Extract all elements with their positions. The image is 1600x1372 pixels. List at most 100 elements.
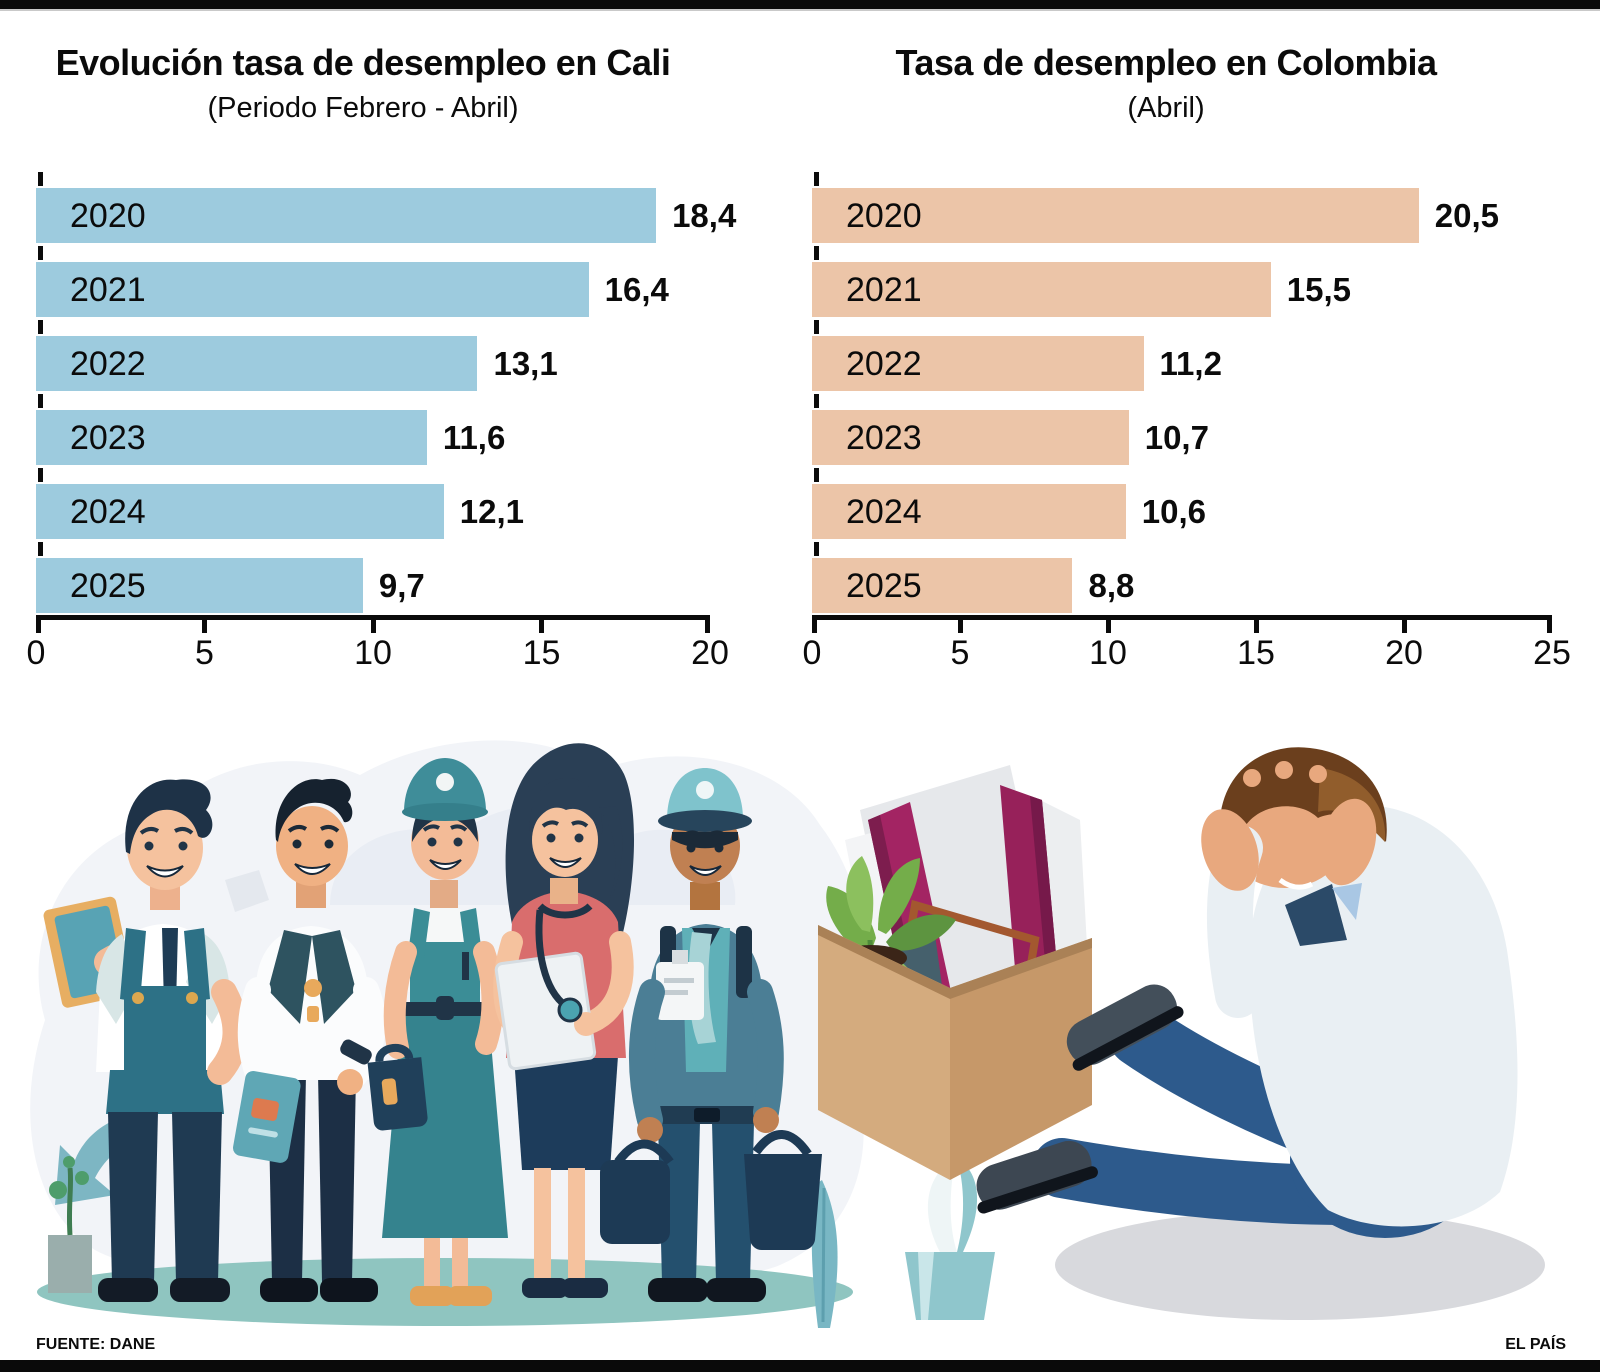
worker-doctor — [493, 743, 635, 1298]
bar-category-label: 2022 — [70, 345, 146, 383]
cali-bar-chart: 2020 18,4 2021 16,4 2022 13,1 2023 11,6 2024 12,1… — [27, 170, 736, 680]
bar-2020: 2020 — [812, 188, 1419, 243]
category-tick — [814, 394, 819, 408]
x-axis-label: 15 — [1237, 634, 1275, 672]
category-tick — [814, 172, 819, 186]
category-tick — [38, 394, 43, 408]
category-tick — [38, 468, 43, 482]
x-axis-label: 20 — [691, 634, 729, 672]
quill-leaf — [811, 1180, 838, 1328]
bar-category-label: 2021 — [846, 271, 922, 309]
bag-left — [600, 1139, 674, 1244]
bar-value-label: 10,6 — [1141, 493, 1206, 530]
x-axis-tick — [705, 620, 710, 633]
bar-value-label: 15,5 — [1286, 271, 1352, 308]
bar-value-label: 11,2 — [1159, 345, 1222, 382]
x-axis-tick — [1547, 620, 1552, 633]
x-axis-tick — [1253, 620, 1259, 633]
x-axis — [36, 615, 710, 620]
bar-category-label: 2021 — [70, 271, 146, 309]
bar-value-label: 11,6 — [442, 419, 506, 456]
shoe-extended-leg — [976, 1140, 1098, 1214]
bar-category-label: 2020 — [70, 197, 146, 235]
bar-2021: 2021 — [812, 262, 1271, 317]
publisher-credit: EL PAÍS — [1505, 1336, 1566, 1353]
worker-mechanic — [43, 779, 249, 1302]
bar-value-label: 18,4 — [672, 197, 737, 234]
bar-value-label: 12,1 — [459, 493, 524, 530]
colombia-bar-chart: 2020 20,5 2021 15,5 2022 11,2 2023 10,7 2024 10,6… — [803, 170, 1571, 680]
sprout-pot — [48, 1156, 92, 1293]
x-axis-label: 15 — [522, 634, 561, 672]
category-tick — [38, 542, 43, 556]
bar-2022: 2022 — [36, 336, 478, 391]
cardboard-box — [818, 765, 1092, 1180]
worker-technician — [600, 768, 822, 1302]
category-tick — [814, 468, 819, 482]
x-axis-tick — [1401, 620, 1407, 633]
category-tick — [38, 320, 43, 334]
bar-category-label: 2025 — [846, 567, 922, 605]
workers-layoff-illustration — [30, 740, 1545, 1328]
x-axis-tick — [36, 620, 41, 633]
bar-value-label: 9,7 — [378, 567, 425, 604]
colombia-chart-title: Tasa de desempleo en Colombia — [895, 42, 1438, 83]
bar-value-label: 10,7 — [1144, 419, 1209, 456]
cali-chart-subtitle: (Periodo Febrero - Abril) — [207, 92, 519, 124]
category-tick — [814, 542, 819, 556]
bar-2023: 2023 — [812, 410, 1129, 465]
bar-2025: 2025 — [36, 558, 363, 613]
teal-card — [233, 1070, 301, 1163]
category-tick — [38, 172, 43, 186]
source-credit: FUENTE: DANE — [36, 1336, 156, 1353]
category-tick — [814, 246, 819, 260]
bag-right — [744, 1130, 822, 1251]
x-axis — [812, 615, 1552, 620]
x-axis-tick — [1105, 620, 1111, 633]
bar-value-label: 13,1 — [493, 345, 558, 382]
x-axis-label: 10 — [1089, 634, 1127, 672]
x-axis-tick — [370, 620, 376, 633]
x-axis-label: 5 — [195, 634, 214, 672]
category-tick — [38, 246, 43, 260]
bar-category-label: 2025 — [70, 567, 146, 605]
category-tick — [814, 320, 819, 334]
colombia-chart-subtitle: (Abril) — [1127, 92, 1205, 124]
shoe-bent-leg — [1066, 984, 1184, 1071]
x-axis-tick — [539, 620, 544, 633]
bar-2020: 2020 — [36, 188, 657, 243]
bar-value-label: 20,5 — [1434, 197, 1500, 234]
top-divider-bar — [0, 0, 1600, 11]
bar-value-label: 16,4 — [604, 271, 669, 308]
bar-category-label: 2023 — [70, 419, 146, 457]
bottom-divider-bar — [0, 1360, 1600, 1372]
bar-2025: 2025 — [812, 558, 1073, 613]
bar-category-label: 2022 — [846, 345, 922, 383]
bar-2024: 2024 — [36, 484, 444, 539]
shadow — [1055, 1210, 1545, 1320]
x-axis-label: 0 — [802, 634, 822, 672]
bar-2021: 2021 — [36, 262, 589, 317]
x-axis-label: 10 — [354, 634, 392, 672]
bar-2023: 2023 — [36, 410, 427, 465]
worker-waiter — [233, 778, 386, 1302]
x-axis-label: 25 — [1533, 634, 1571, 672]
bar-2024: 2024 — [812, 484, 1126, 539]
tool-bag — [367, 1043, 428, 1131]
bar-value-label: 8,8 — [1088, 567, 1135, 604]
x-axis-label: 0 — [26, 634, 46, 672]
x-axis-tick — [812, 620, 817, 633]
x-axis-label: 5 — [950, 634, 970, 672]
bar-category-label: 2023 — [846, 419, 922, 457]
x-axis-tick — [957, 620, 963, 633]
bar-category-label: 2020 — [846, 197, 922, 235]
sad-man — [976, 747, 1545, 1320]
x-axis-tick — [202, 620, 207, 633]
small-plant-pot — [905, 1158, 995, 1320]
bar-category-label: 2024 — [846, 493, 922, 531]
cali-chart-title: Evolución tasa de desempleo en Cali — [55, 42, 671, 83]
worker-housekeeper — [367, 758, 508, 1306]
x-axis-label: 20 — [1385, 634, 1423, 672]
bar-category-label: 2024 — [70, 493, 146, 531]
